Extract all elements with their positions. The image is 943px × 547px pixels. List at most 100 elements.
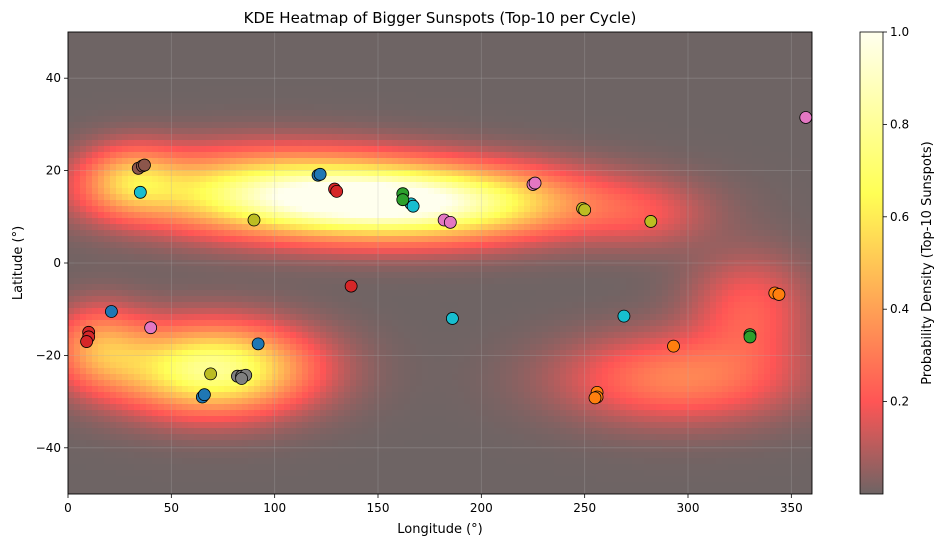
heat-cell xyxy=(320,188,327,195)
heat-cell xyxy=(806,170,812,177)
heat-cell xyxy=(290,200,297,207)
heat-cell xyxy=(122,74,129,81)
heat-cell xyxy=(692,236,699,243)
heat-cell xyxy=(776,44,783,51)
heat-cell xyxy=(584,68,591,75)
heat-cell xyxy=(518,122,525,129)
heat-cell xyxy=(746,200,753,207)
heat-cell xyxy=(212,248,219,255)
heat-cell xyxy=(368,230,375,237)
heat-cell xyxy=(446,56,453,63)
heat-cell xyxy=(194,242,201,249)
heat-cell xyxy=(650,236,657,243)
heat-cell xyxy=(392,236,399,243)
heat-cell xyxy=(584,140,591,147)
heat-cell xyxy=(434,182,441,189)
heat-cell xyxy=(338,260,345,267)
heat-cell xyxy=(794,56,801,63)
heat-cell xyxy=(434,134,441,141)
heat-cell xyxy=(560,194,567,201)
heat-cell xyxy=(74,188,81,195)
heat-cell xyxy=(128,110,135,117)
heat-cell xyxy=(410,134,417,141)
heat-cell xyxy=(512,158,519,165)
heat-cell xyxy=(350,68,357,75)
heat-cell xyxy=(728,68,735,75)
heat-cell xyxy=(122,140,129,147)
heat-cell xyxy=(680,140,687,147)
heat-cell xyxy=(788,170,795,177)
heat-cell xyxy=(380,116,387,123)
heat-cell xyxy=(476,224,483,231)
heat-cell xyxy=(230,170,237,177)
heat-cell xyxy=(92,62,99,69)
heat-cell xyxy=(230,266,237,273)
heat-cell xyxy=(140,260,147,267)
heat-cell xyxy=(446,110,453,117)
heat-cell xyxy=(572,74,579,81)
heat-cell xyxy=(740,74,747,81)
heat-cell xyxy=(728,110,735,117)
heat-cell xyxy=(632,242,639,249)
heat-cell xyxy=(98,260,105,267)
heat-cell xyxy=(314,104,321,111)
heat-cell xyxy=(752,32,759,39)
heat-cell xyxy=(470,104,477,111)
heat-cell xyxy=(200,32,207,39)
heat-cell xyxy=(578,128,585,135)
heat-cell xyxy=(440,194,447,201)
heat-cell xyxy=(92,116,99,123)
heat-cell xyxy=(728,200,735,207)
heat-cell xyxy=(146,134,153,141)
heat-cell xyxy=(572,158,579,165)
heat-cell xyxy=(620,248,627,255)
heat-cell xyxy=(398,134,405,141)
heat-cell xyxy=(218,86,225,93)
heat-cell xyxy=(620,224,627,231)
heat-cell xyxy=(398,170,405,177)
heat-cell xyxy=(362,116,369,123)
heat-cell xyxy=(410,230,417,237)
heat-cell xyxy=(518,212,525,219)
heat-cell xyxy=(692,80,699,87)
heat-cell xyxy=(668,188,675,195)
heat-cell xyxy=(644,92,651,99)
heat-cell xyxy=(674,68,681,75)
heat-cell xyxy=(308,248,315,255)
heat-cell xyxy=(380,56,387,63)
heat-cell xyxy=(152,218,159,225)
heat-cell xyxy=(620,44,627,51)
heat-cell xyxy=(326,68,333,75)
heat-cell xyxy=(176,230,183,237)
heat-cell xyxy=(572,266,579,273)
heat-cell xyxy=(446,38,453,45)
heat-cell xyxy=(116,176,123,183)
heat-cell xyxy=(674,104,681,111)
heat-cell xyxy=(122,98,129,105)
heat-cell xyxy=(758,170,765,177)
heat-cell xyxy=(176,122,183,129)
heat-cell xyxy=(134,182,141,189)
heat-cell xyxy=(302,206,309,213)
heat-cell xyxy=(788,86,795,93)
heat-cell xyxy=(572,200,579,207)
heat-cell xyxy=(800,140,807,147)
heat-cell xyxy=(806,92,812,99)
heat-cell xyxy=(272,254,279,261)
heat-cell xyxy=(80,230,87,237)
heat-cell xyxy=(380,194,387,201)
heat-cell xyxy=(722,44,729,51)
heat-cell xyxy=(578,74,585,81)
heat-cell xyxy=(176,266,183,273)
heat-cell xyxy=(224,188,231,195)
heat-cell xyxy=(392,62,399,69)
heat-cell xyxy=(410,98,417,105)
heat-cell xyxy=(776,68,783,75)
heat-cell xyxy=(314,266,321,273)
heat-cell xyxy=(212,230,219,237)
heat-cell xyxy=(518,182,525,189)
heat-cell xyxy=(584,146,591,153)
heat-cell xyxy=(800,194,807,201)
heat-cell xyxy=(80,38,87,45)
heat-cell xyxy=(464,98,471,105)
